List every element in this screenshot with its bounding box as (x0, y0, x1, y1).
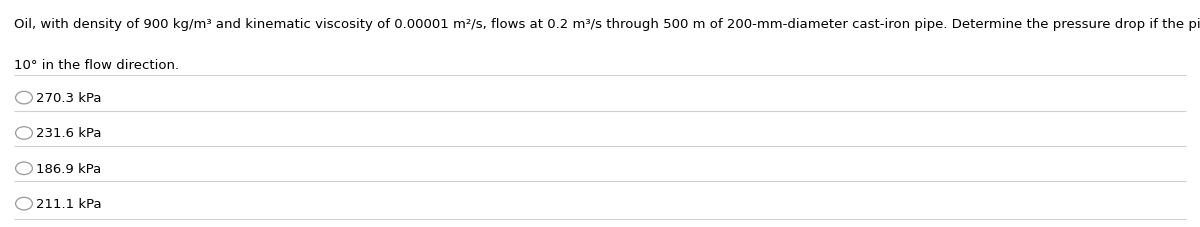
Text: 231.6 kPa: 231.6 kPa (36, 127, 102, 140)
Text: 270.3 kPa: 270.3 kPa (36, 92, 102, 105)
Text: 211.1 kPa: 211.1 kPa (36, 197, 102, 210)
Text: 186.9 kPa: 186.9 kPa (36, 162, 101, 175)
Text: Oil, with density of 900 kg/m³ and kinematic viscosity of 0.00001 m²/s, flows at: Oil, with density of 900 kg/m³ and kinem… (14, 18, 1200, 31)
Text: 10° in the flow direction.: 10° in the flow direction. (14, 59, 180, 72)
